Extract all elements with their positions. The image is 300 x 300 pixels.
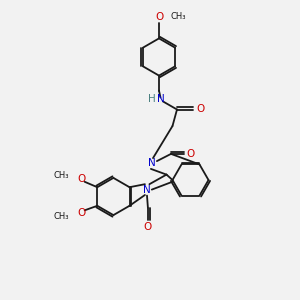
Text: N: N [157,94,164,104]
Text: CH₃: CH₃ [54,171,69,180]
Text: O: O [144,222,152,232]
Text: O: O [196,104,205,115]
Text: O: O [77,174,85,184]
Text: O: O [186,149,195,159]
Text: O: O [77,208,85,218]
Text: CH₃: CH₃ [54,212,69,221]
Text: CH₃: CH₃ [170,12,186,21]
Text: O: O [155,12,163,22]
Text: H: H [148,94,155,104]
Text: N: N [148,158,155,169]
Text: N: N [142,184,150,195]
